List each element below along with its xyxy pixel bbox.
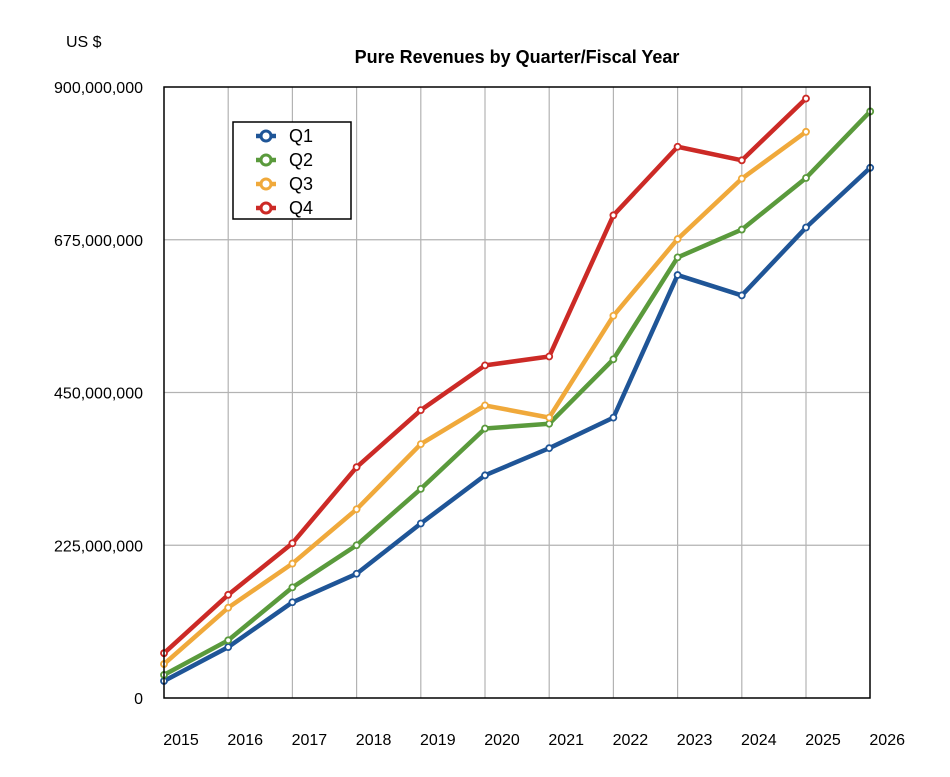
data-point-q3 [352,505,361,514]
data-point-q3 [481,401,489,410]
legend-label-q3: Q3 [289,174,313,194]
data-point-q2 [416,485,425,493]
legend-swatch-marker [259,129,273,143]
x-tick-label: 2018 [356,732,392,749]
x-tick-label: 2024 [741,732,777,749]
x-tick-label: 2017 [292,732,328,749]
series-line-q1 [161,165,873,684]
data-point-q3 [609,311,618,320]
y-tick-label: 900,000,000 [54,80,143,97]
x-tick-label: 2021 [548,732,584,749]
data-point-q2 [673,253,682,262]
data-point-q4 [481,361,489,370]
x-tick-label: 2025 [805,732,841,749]
series-line-q2 [161,109,873,678]
data-point-q1 [545,444,554,453]
data-point-q1 [609,413,618,422]
data-point-q3 [288,559,297,568]
y-axis-tick-labels: 0 225,000,000 450,000,000 675,000,000 900,00… [54,80,143,708]
data-point-q1 [802,223,810,232]
data-point-q3 [737,174,746,183]
y-tick-label: 0 [134,691,143,708]
data-point-q1 [481,471,489,480]
data-point-q4 [288,539,297,548]
x-tick-label: 2022 [613,732,649,749]
data-point-q4 [224,590,233,599]
legend-label-q4: Q4 [289,198,313,218]
data-point-q3 [802,127,810,136]
data-point-q1 [224,643,233,651]
data-point-q4 [802,94,810,103]
data-point-q2 [545,419,554,428]
legend-swatch-marker [259,201,273,215]
plot-area-frame [163,86,871,699]
gridlines [164,87,870,698]
data-point-q3 [416,440,425,448]
data-point-q2 [352,541,361,550]
data-point-q4 [545,352,554,361]
data-point-q2 [737,225,746,234]
x-tick-label: 2016 [227,732,263,749]
chart-title: Pure Revenues by Quarter/Fiscal Year [355,47,680,67]
data-point-q4 [737,156,746,165]
data-point-q1 [673,271,682,279]
data-point-q3 [673,235,682,243]
x-axis-tick-labels: 2015 2016 2017 2018 2019 2020 2021 2022 2023 2024… [163,732,905,749]
data-point-q4 [673,142,682,151]
legend-label-q1: Q1 [289,126,313,146]
legend-swatch-marker [259,177,273,191]
data-point-q1 [416,519,425,528]
data-point-q2 [224,636,233,645]
series-lines [160,94,875,685]
legend-swatch-marker [259,153,273,167]
y-tick-label: 450,000,000 [54,386,143,403]
y-tick-label: 225,000,000 [54,538,143,555]
data-point-q2 [609,355,618,364]
data-point-q1 [288,598,297,607]
legend: Q1 Q2 Q3 Q4 [232,121,352,220]
data-point-q1 [737,291,746,300]
legend-box [232,121,352,220]
data-point-q1 [352,569,361,578]
data-point-q4 [609,211,618,220]
x-tick-label: 2023 [677,732,713,749]
x-tick-label: 2026 [869,732,905,749]
data-point-q3 [545,413,554,422]
legend-label-q2: Q2 [289,150,313,170]
data-point-q3 [224,603,233,612]
data-point-q4 [416,406,425,415]
x-tick-label: 2015 [163,732,199,749]
data-point-q2 [802,174,810,182]
data-point-q2 [288,583,297,592]
y-axis-unit-label: US $ [66,34,102,51]
x-tick-label: 2019 [420,732,456,749]
data-point-q2 [481,424,489,433]
y-tick-label: 675,000,000 [54,233,143,250]
x-tick-label: 2020 [484,732,520,749]
data-point-q4 [352,463,361,472]
